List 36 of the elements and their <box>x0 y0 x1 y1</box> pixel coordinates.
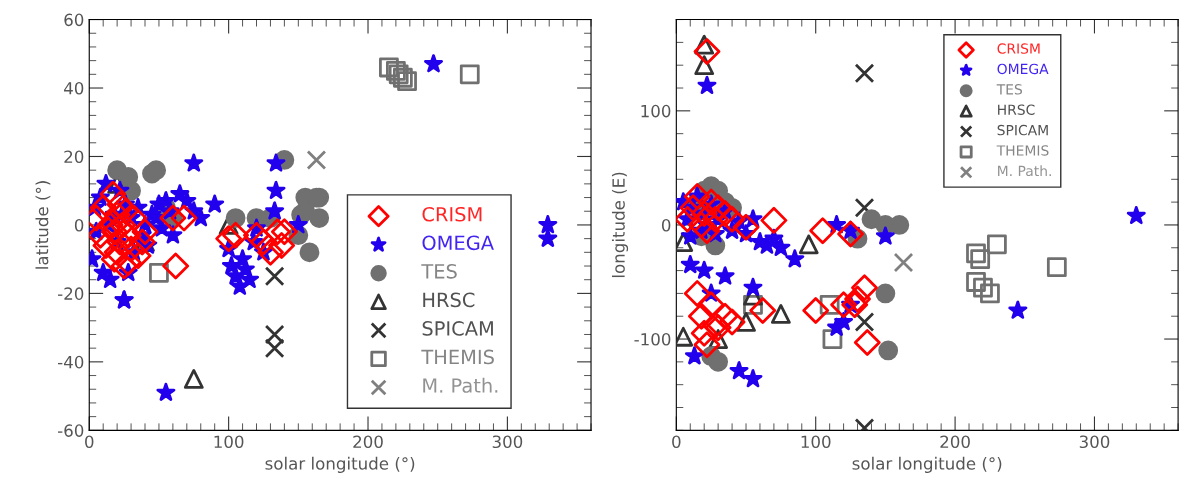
y-tick-label: 0 <box>74 218 84 232</box>
x-tick-label: 0 <box>672 435 681 449</box>
legend-label: OMEGA <box>422 235 494 251</box>
x-tick-label: 200 <box>353 435 383 449</box>
legend-label: SPICAM <box>422 321 493 336</box>
legend-label: THEMIS <box>996 145 1049 156</box>
legend-label: M. Path. <box>998 165 1051 177</box>
y-axis-title: longitude (E) <box>611 172 629 278</box>
y-tick-label: 20 <box>64 150 84 164</box>
legend-label: CRISM <box>422 206 482 222</box>
y-axis-title: latitude (°) <box>35 181 51 269</box>
y-tick-label: -60 <box>57 424 84 437</box>
legend-label: THEMIS <box>421 349 494 365</box>
y-tick-label: -40 <box>57 355 84 369</box>
legend-label: TES <box>996 84 1022 95</box>
y-tick-label: -100 <box>634 333 671 346</box>
y-tick-label: 60 <box>64 13 84 27</box>
legend-label: HRSC <box>998 104 1035 115</box>
y-tick-label: 0 <box>661 218 671 232</box>
x-axis-title: solar longitude (°) <box>852 456 1002 473</box>
x-tick-label: 200 <box>940 435 970 449</box>
y-tick-label: 100 <box>641 104 671 118</box>
legend-label: CRISM <box>997 43 1040 54</box>
x-tick-label: 300 <box>1079 435 1110 449</box>
legend-label: M. Path. <box>423 377 498 393</box>
x-tick-label: 100 <box>214 435 244 449</box>
y-tick-label: 40 <box>64 81 84 95</box>
legend-label: TES <box>421 263 457 279</box>
x-axis-title: solar longitude (°) <box>265 456 415 473</box>
x-tick-label: 300 <box>492 435 523 449</box>
legend-label: OMEGA <box>997 63 1049 75</box>
y-tick-label: -20 <box>57 287 84 300</box>
x-tick-label: 0 <box>85 435 94 449</box>
legend-label: HRSC <box>423 292 475 308</box>
legend-label: SPICAM <box>997 124 1048 136</box>
x-tick-label: 100 <box>801 435 831 449</box>
